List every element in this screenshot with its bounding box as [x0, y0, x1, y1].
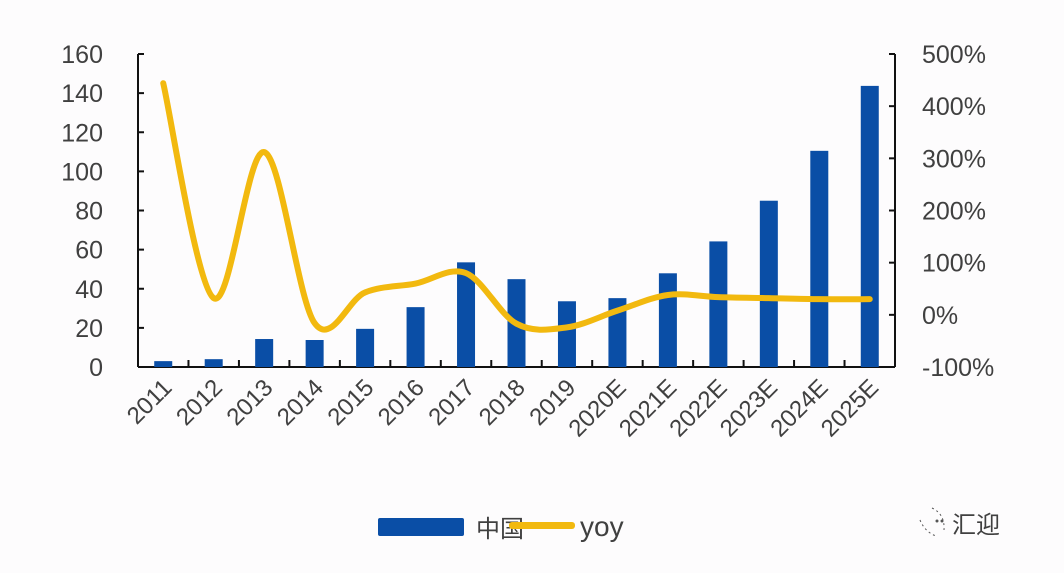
- legend: 中国 yoy: [378, 511, 624, 543]
- x-tick-label: 2015: [322, 374, 379, 431]
- x-tick-label: 2017: [423, 374, 480, 431]
- left-tick-label: 40: [75, 276, 103, 304]
- bar-2013: [255, 339, 273, 367]
- right-tick-label: -100%: [922, 354, 994, 382]
- watermark: 汇迎: [920, 508, 1000, 539]
- left-tick-label: 0: [89, 354, 103, 382]
- right-tick-label: 100%: [922, 250, 986, 278]
- left-tick-label: 20: [75, 315, 103, 343]
- watermark-text: 汇迎: [952, 512, 1000, 539]
- x-tick-label: 2014: [272, 374, 329, 431]
- left-tick-label: 140: [61, 80, 103, 108]
- legend-swatch-bar: [378, 518, 464, 536]
- legend-swatch-line: [509, 522, 575, 529]
- right-tick-label: 300%: [922, 145, 986, 173]
- left-tick-label: 120: [61, 119, 103, 147]
- x-tick-label: 2012: [171, 374, 228, 431]
- x-tick-label: 2013: [222, 374, 279, 431]
- x-tick-label: 2016: [373, 374, 430, 431]
- legend-label-bar: 中国: [476, 516, 524, 543]
- bar-2024E: [810, 151, 828, 367]
- bar-2019: [558, 301, 576, 367]
- x-tick-label: 2018: [474, 374, 531, 431]
- left-tick-label: 100: [61, 158, 103, 186]
- left-tick-label: 60: [75, 237, 103, 265]
- bar-2023E: [760, 201, 778, 367]
- x-tick-label: 2011: [122, 374, 178, 430]
- left-tick-label: 160: [61, 41, 103, 69]
- bar-2015: [356, 329, 374, 367]
- legend-label-line: yoy: [580, 511, 624, 542]
- bar-2021E: [659, 273, 677, 367]
- right-tick-label: 400%: [922, 93, 986, 121]
- bar-2014: [306, 340, 324, 367]
- right-tick-label: 500%: [922, 41, 986, 69]
- right-tick-label: 200%: [922, 198, 986, 226]
- tick-labels: 0 20 40 60 80 100 120 140 160 -100% 0% 100% 200% 300%…: [61, 41, 994, 442]
- bar-2022E: [709, 241, 727, 367]
- bar-2012: [205, 359, 223, 367]
- watermark-logo-icon: [920, 508, 944, 536]
- bar-2011: [154, 361, 172, 367]
- right-tick-label: 0%: [922, 302, 958, 330]
- bar-2025E: [861, 86, 879, 367]
- left-tick-label: 80: [75, 198, 103, 226]
- bar-2016: [407, 307, 425, 367]
- x-tick-label: 2025E: [816, 374, 884, 442]
